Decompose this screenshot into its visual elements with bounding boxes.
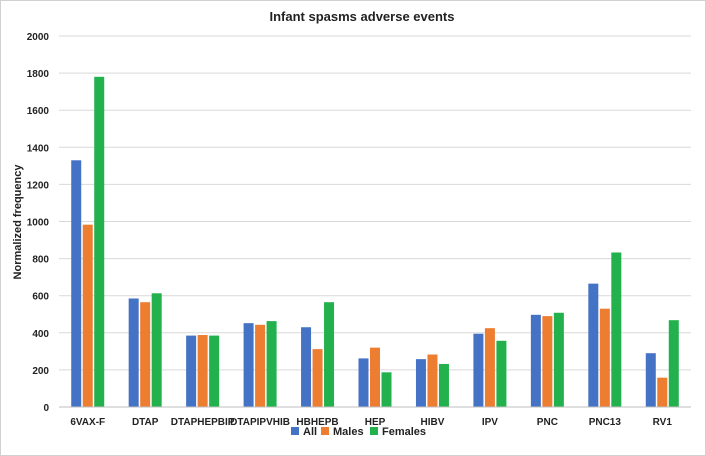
bar-all-hibv [415, 359, 426, 407]
y-axis-label: Normalized frequency [12, 164, 24, 280]
bar-females-pnc [553, 312, 564, 407]
y-tick-label: 200 [32, 366, 49, 377]
x-tick-label: DTAPHEPBIP [171, 417, 235, 428]
bar-males-pnc [542, 316, 553, 407]
bar-males-dtaphepbip [197, 335, 208, 407]
y-tick-label: 1400 [27, 143, 50, 154]
y-tick-label: 2000 [27, 32, 50, 43]
y-tick-label: 600 [32, 292, 49, 303]
x-tick-label: DTAPIPVHIB [230, 417, 290, 428]
legend-label-males: Males [333, 426, 364, 438]
y-tick-label: 1200 [27, 180, 50, 191]
bar-females-dtaphepbip [209, 335, 220, 407]
x-tick-label: PNC [537, 417, 558, 428]
chart-title: Infant spasms adverse events [270, 9, 455, 24]
bar-all-hbhepb [301, 327, 312, 407]
bar-males-hep [370, 347, 380, 407]
y-tick-label: 400 [32, 329, 49, 340]
x-tick-label: HIBV [421, 417, 445, 428]
bar-females-hep [381, 372, 392, 407]
legend-swatch-males [321, 427, 329, 435]
bar-females-dtapipvhib [266, 321, 277, 407]
x-tick-label: 6VAX-F [70, 417, 105, 428]
bar-all-pnc13 [588, 283, 599, 407]
bar-females-dtap [151, 293, 162, 407]
bar-males-hibv [427, 354, 438, 407]
bar-all-ipv [473, 333, 484, 407]
bar-all-6vax-f [71, 160, 82, 407]
y-tick-label: 1000 [27, 218, 50, 229]
x-tick-label: IPV [482, 417, 498, 428]
gridlines [59, 35, 691, 371]
bar-males-dtapipvhib [255, 324, 266, 407]
bar-males-rv1 [657, 377, 668, 407]
x-tick-label: PNC13 [589, 417, 622, 428]
bar-females-6vax-f [94, 76, 105, 407]
bar-females-pnc13 [611, 252, 622, 407]
bar-all-rv1 [645, 353, 656, 407]
x-tick-label: DTAP [132, 417, 159, 428]
bar-males-pnc13 [599, 308, 610, 407]
bar-females-ipv [496, 340, 507, 407]
legend: All Males Females [291, 426, 426, 438]
legend-label-all: All [303, 426, 317, 438]
bar-all-dtaphepbip [186, 335, 197, 407]
bar-males-ipv [484, 328, 495, 407]
legend-swatch-females [370, 427, 378, 435]
bar-males-6vax-f [82, 224, 93, 407]
legend-label-females: Females [382, 426, 426, 438]
bar-all-dtap [128, 298, 139, 407]
x-tick-label: HEP [365, 417, 386, 428]
bars [71, 76, 679, 407]
bar-females-hibv [438, 363, 449, 407]
bar-males-dtap [140, 302, 151, 407]
bar-all-dtapipvhib [243, 323, 254, 407]
bar-all-pnc [530, 314, 541, 407]
y-tick-label: 800 [32, 255, 49, 266]
y-axis-ticks: 0 200 400 600 800 1000 1200 1400 1600 1800 2000 [27, 32, 50, 414]
legend-swatch-all [291, 427, 299, 435]
x-tick-label: RV1 [653, 417, 673, 428]
bar-all-hep [358, 358, 369, 407]
bar-females-rv1 [668, 320, 679, 407]
bar-males-hbhepb [312, 349, 323, 407]
y-tick-label: 1600 [27, 106, 50, 117]
bar-females-hbhepb [324, 302, 335, 407]
y-tick-label: 0 [43, 403, 49, 414]
y-tick-label: 1800 [27, 69, 50, 80]
x-tick-label: HBHEPB [296, 417, 338, 428]
